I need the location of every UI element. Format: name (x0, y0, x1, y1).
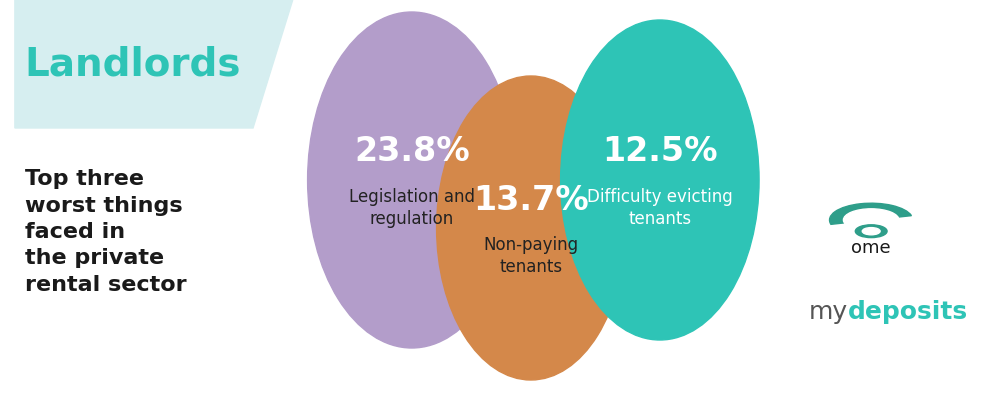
Text: deposits: deposits (848, 300, 968, 324)
Text: Legislation and
regulation: Legislation and regulation (349, 188, 475, 228)
Text: 23.8%: 23.8% (354, 136, 470, 168)
Ellipse shape (561, 20, 759, 340)
Circle shape (862, 228, 880, 235)
Wedge shape (830, 203, 911, 224)
Ellipse shape (308, 12, 516, 348)
Text: Difficulty evicting
tenants: Difficulty evicting tenants (587, 188, 733, 228)
Text: Landlords: Landlords (25, 45, 241, 83)
Circle shape (843, 209, 899, 231)
Text: ome: ome (851, 239, 891, 257)
Polygon shape (15, 0, 293, 128)
Text: Top three
worst things
faced in
the private
rental sector: Top three worst things faced in the priv… (25, 169, 186, 295)
Circle shape (855, 225, 887, 238)
Text: 13.7%: 13.7% (473, 184, 589, 216)
Text: 12.5%: 12.5% (602, 136, 718, 168)
Ellipse shape (437, 76, 625, 380)
Text: my: my (809, 300, 848, 324)
Text: Non-paying
tenants: Non-paying tenants (483, 236, 578, 276)
